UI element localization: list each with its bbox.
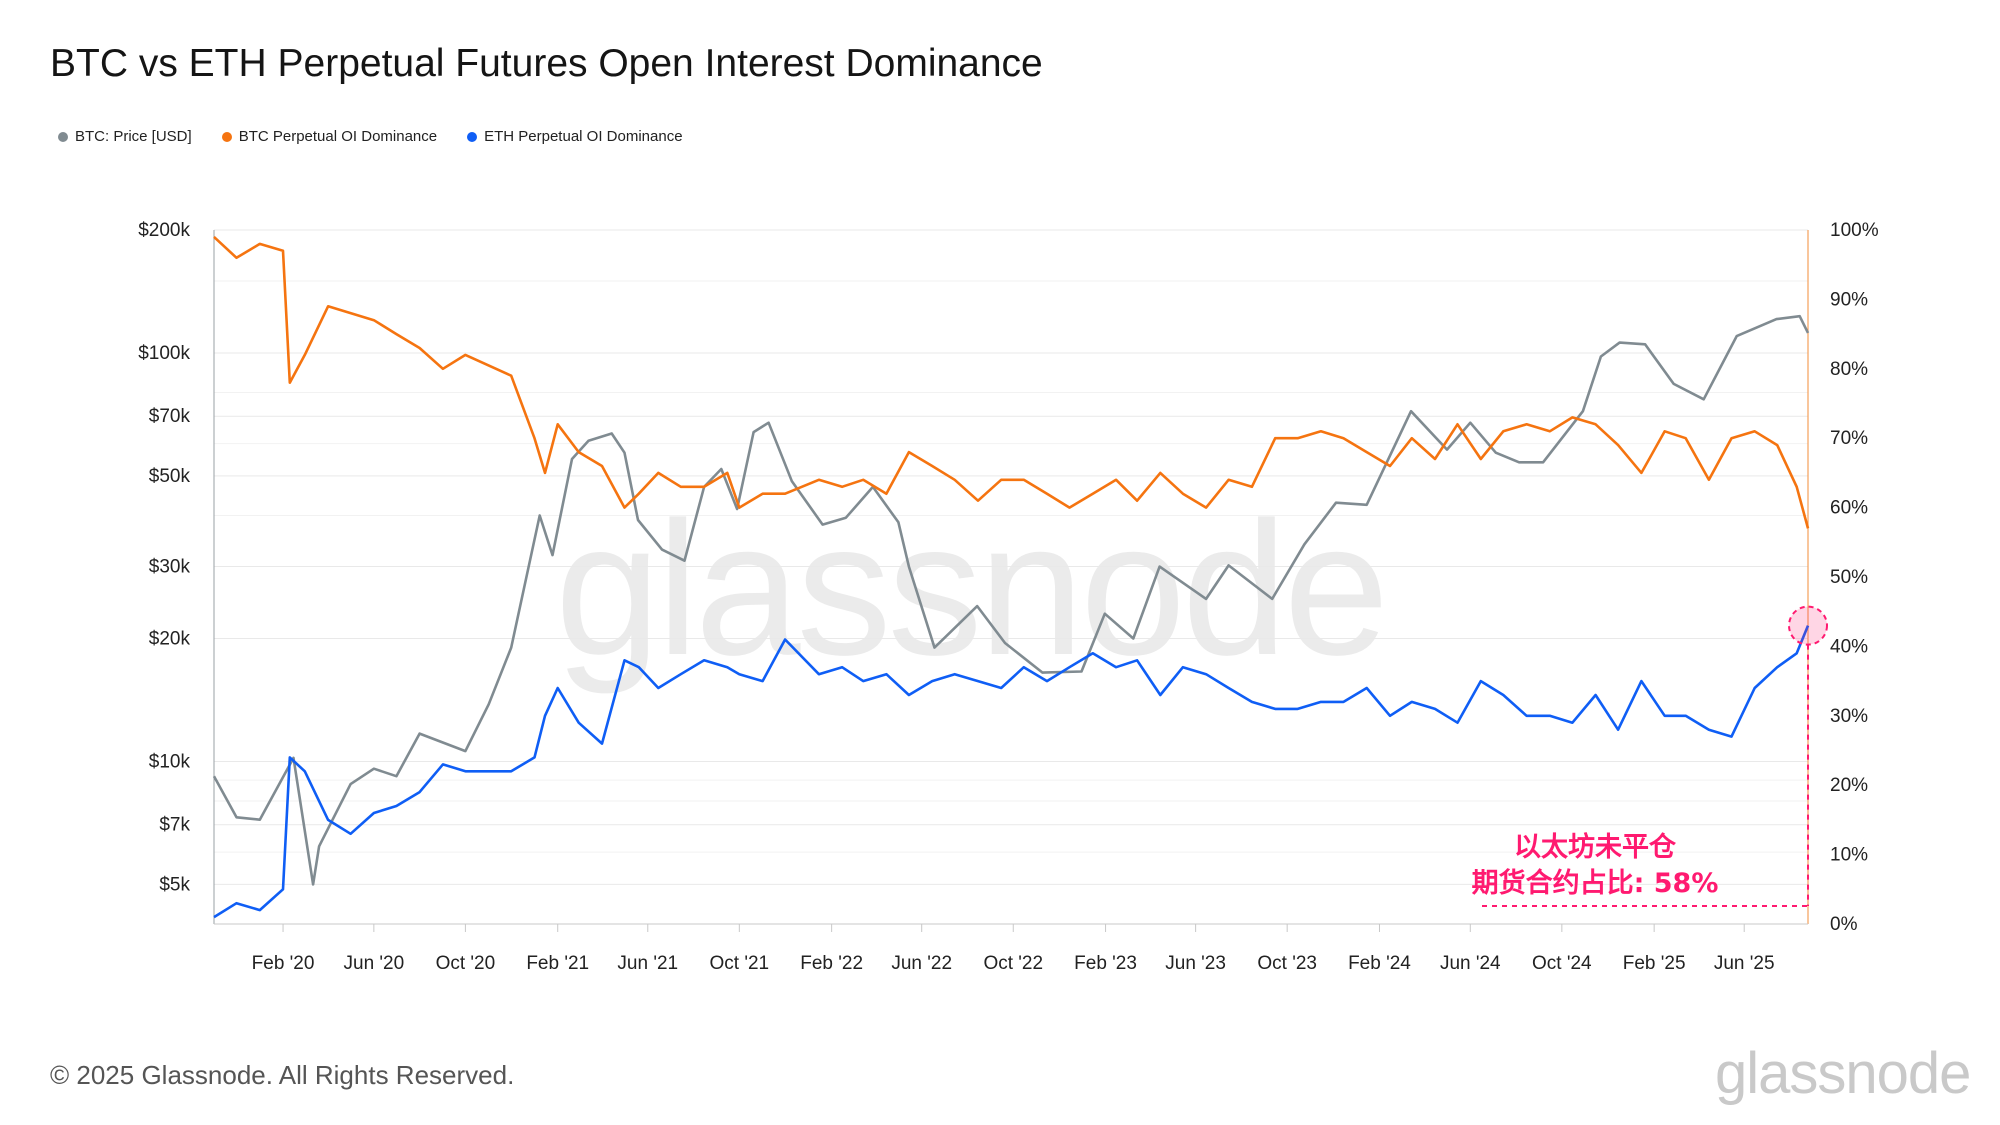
series-btc-oi-dominance (213, 235, 1810, 529)
y-left-tick-label: $30k (149, 557, 191, 578)
legend-item-btc-oi[interactable]: BTC Perpetual OI Dominance (221, 128, 438, 145)
x-tick-label: Feb '21 (526, 953, 589, 974)
y-left-tick-label: $70k (149, 406, 191, 427)
annotation: 以太坊未平仓 期货合约占比: 58% (1460, 830, 1730, 902)
y-right-tick-label: 30% (1830, 706, 1868, 727)
x-tick-label: Feb '24 (1348, 953, 1411, 974)
y-right-tick-label: 20% (1830, 775, 1868, 796)
copyright: © 2025 Glassnode. All Rights Reserved. (50, 1060, 515, 1090)
annotation-line-1: 以太坊未平仓 (1514, 832, 1676, 863)
y-right-tick-label: 50% (1830, 567, 1868, 588)
y-left-tick-label: $7k (159, 815, 190, 836)
y-left-tick-label: $50k (149, 466, 191, 487)
x-tick-label: Feb '20 (252, 953, 315, 974)
legend: BTC: Price [USD] BTC Perpetual OI Domina… (58, 128, 683, 145)
legend-label-btc-price: BTC: Price [USD] (75, 128, 192, 145)
y-right-tick-label: 0% (1830, 914, 1858, 935)
y-right-tick-label: 100% (1830, 220, 1879, 241)
y-left-tick-label: $10k (149, 751, 191, 772)
y-right-tick-label: 80% (1830, 359, 1868, 380)
x-tick-label: Oct '23 (1257, 953, 1317, 974)
legend-label-eth-oi: ETH Perpetual OI Dominance (484, 128, 683, 145)
highlight-circle (1788, 605, 1828, 646)
brand-logo: glassnode (1715, 1041, 1971, 1106)
x-tick-label: Jun '24 (1440, 953, 1501, 974)
y-left-tick-label: $100k (138, 343, 190, 364)
x-tick-label: Oct '24 (1532, 953, 1592, 974)
x-tick-label: Feb '25 (1623, 953, 1686, 974)
legend-item-btc-price[interactable]: BTC: Price [USD] (58, 128, 192, 145)
x-tick-label: Oct '20 (436, 953, 496, 974)
x-tick-label: Jun '21 (617, 953, 678, 974)
x-tick-label: Feb '22 (800, 953, 863, 974)
x-tick-label: Oct '22 (983, 953, 1043, 974)
legend-label-btc-oi: BTC Perpetual OI Dominance (238, 128, 438, 145)
legend-dot-btc-price (58, 131, 68, 142)
y-right-tick-label: 70% (1830, 428, 1868, 449)
watermark: glassnode (555, 483, 1389, 695)
x-tick-label: Feb '23 (1074, 953, 1137, 974)
y-left-tick-label: $5k (159, 874, 190, 895)
x-tick-label: Jun '23 (1165, 953, 1226, 974)
x-tick-label: Jun '25 (1714, 953, 1775, 974)
x-tick-label: Jun '22 (891, 953, 952, 974)
annotation-line-2: 期货合约占比: 58% (1471, 868, 1719, 899)
legend-dot-eth-oi (467, 131, 478, 142)
y-right-tick-label: 10% (1830, 845, 1868, 866)
legend-item-eth-oi[interactable]: ETH Perpetual OI Dominance (467, 128, 683, 145)
x-tick-label: Oct '21 (710, 953, 770, 974)
y-right-tick-label: 90% (1830, 289, 1868, 310)
legend-dot-btc-oi (221, 131, 232, 142)
x-tick-label: Jun '20 (344, 953, 405, 974)
y-right-tick-label: 60% (1830, 498, 1868, 519)
y-left-tick-label: $200k (138, 220, 190, 241)
series-eth-oi-dominance (213, 625, 1810, 919)
series-btc-price (212, 314, 1810, 886)
y-right-tick-label: 40% (1830, 636, 1868, 657)
chart-title: BTC vs ETH Perpetual Futures Open Intere… (50, 42, 1043, 85)
y-left-tick-label: $20k (149, 628, 191, 649)
